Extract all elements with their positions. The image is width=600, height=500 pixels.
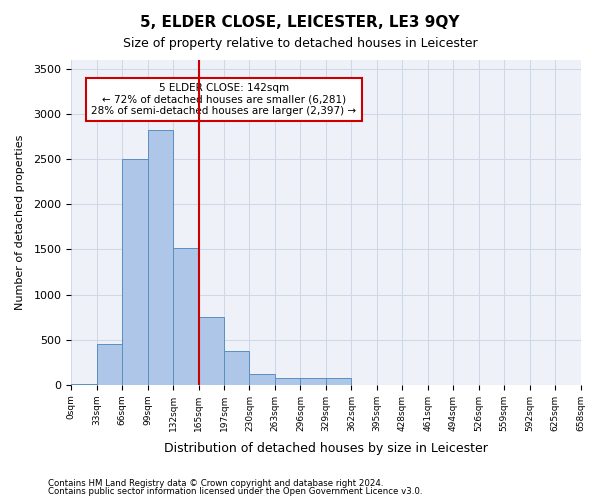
Bar (275, 378, 301, 385)
Text: Contains public sector information licensed under the Open Government Licence v3: Contains public sector information licen… (48, 487, 422, 496)
Text: 5, ELDER CLOSE, LEICESTER, LE3 9QY: 5, ELDER CLOSE, LEICESTER, LE3 9QY (140, 15, 460, 30)
Bar (199, 317, 224, 385)
Bar (326, 378, 352, 385)
Bar (301, 378, 326, 385)
Bar (97, 344, 122, 385)
Bar (122, 159, 148, 385)
Text: Contains HM Land Registry data © Crown copyright and database right 2024.: Contains HM Land Registry data © Crown c… (48, 478, 383, 488)
Y-axis label: Number of detached properties: Number of detached properties (15, 134, 25, 310)
Bar (173, 248, 199, 385)
Bar (224, 351, 250, 385)
Text: Size of property relative to detached houses in Leicester: Size of property relative to detached ho… (122, 38, 478, 51)
Bar (71, 384, 97, 385)
Bar (250, 374, 275, 385)
Bar (148, 130, 173, 385)
X-axis label: Distribution of detached houses by size in Leicester: Distribution of detached houses by size … (164, 442, 488, 455)
Text: 5 ELDER CLOSE: 142sqm
← 72% of detached houses are smaller (6,281)
28% of semi-d: 5 ELDER CLOSE: 142sqm ← 72% of detached … (91, 82, 356, 116)
